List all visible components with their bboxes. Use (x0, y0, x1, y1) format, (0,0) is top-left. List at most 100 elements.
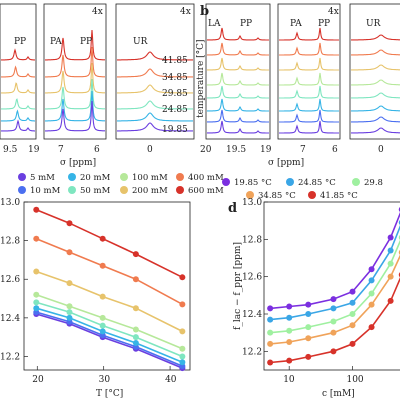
panel-b-spectrum-s3-4 (351, 92, 400, 99)
panel-c-ytick-label: 12.4 (0, 314, 20, 324)
panel-d-point-t3485-0 (267, 340, 274, 347)
panel-b-spectrum-s1-1 (207, 42, 269, 56)
panel-d-xtick-label: 10 (283, 375, 295, 385)
panel-b-spectrum-s2-4 (279, 85, 339, 99)
panel-d-ytick-label: 13.0 (242, 198, 262, 208)
panel-b-spectrum-s3-7 (351, 127, 400, 134)
panel-d-point-t3485-6 (387, 273, 394, 280)
panel-b-xtick-195: 19.5 (226, 145, 246, 155)
panel-d-point-t4185-4 (349, 340, 356, 347)
panel-c-line-100 (36, 293, 183, 350)
panel-b-spectrum-s2-6 (279, 109, 339, 123)
panel-a-spectrum-s2-1 (45, 46, 105, 78)
panel-b-spectrum-s3-0 (351, 34, 400, 41)
panel-d-point-t4185-1 (286, 357, 293, 364)
panel-c-xtick-label: 40 (165, 375, 177, 385)
legend-c-label-600: 600 mM (188, 186, 224, 196)
panel-b-spectrum-s3-1 (351, 49, 400, 56)
panel-a-spectra (1, 29, 193, 132)
panel-a-zoom-1: 4x (92, 7, 103, 17)
panel-d-point-t2985-1 (286, 327, 293, 334)
legend-c-dot-20 (68, 173, 76, 181)
panel-c-point-400-1 (66, 249, 73, 256)
panel-a-spectrum-s2-5 (45, 100, 105, 132)
panel-c-point-400-2 (99, 262, 106, 269)
panel-b-xtick-7: 7 (300, 145, 306, 155)
panel-d-frame (263, 201, 400, 371)
panel-a-spectrum-s1-5 (1, 119, 35, 132)
panel-b-xtick-6: 6 (332, 145, 338, 155)
legend-d: 19.85 °C 24.85 °C 29.8 34.85 °C 41.85 °C (222, 178, 383, 201)
panel-c-point-100-3 (132, 326, 139, 333)
panel-a-spectrum-s1-3 (1, 98, 35, 110)
panel-c-point-200-4 (179, 328, 186, 335)
panel-b-sub1-frame (205, 3, 271, 140)
panel-b-label: b (200, 4, 209, 19)
panel-d-point-t1985-3 (330, 296, 337, 303)
panel-c-point-20-4 (179, 359, 186, 366)
legend-d-label-3485: 34.85 °C (258, 191, 296, 201)
panel-d-point-t2485-6 (387, 247, 394, 254)
legend-c-label-100: 100 mM (132, 173, 168, 183)
panel-c-ytick-label: 12.2 (0, 352, 20, 362)
panel-d-point-t1985-1 (286, 303, 293, 310)
panel-b-spectrum-s3-2 (351, 64, 400, 71)
panel-a-temp-0: 41.85 (162, 56, 188, 66)
panel-d-line-t2985 (270, 239, 400, 334)
panel-c-point-50-1 (66, 309, 73, 316)
legend-c-label-400: 400 mM (188, 173, 224, 183)
panel-b-spectrum-s2-5 (279, 98, 339, 112)
panel-b-ylabel: temperature [°C] (196, 39, 206, 118)
legend-d-label-4185: 41.85 °C (320, 191, 358, 201)
panel-d-ylabel: f_lac − f_ppr [ppm] (233, 242, 243, 330)
panel-a-spectrum-s2-2 (45, 62, 105, 94)
panel-d-point-t2985-2 (305, 324, 312, 331)
panel-a-peak-pp2: PP (80, 37, 92, 47)
panel-d-ticks: 12.2 12.4 12.6 12.8 13.0 10 100 (242, 198, 364, 385)
panel-b-spectrum-s3-5 (351, 105, 400, 112)
legend-c-dot-10 (18, 186, 26, 194)
panel-a-spectrum-s3-3 (117, 100, 193, 110)
panel-b-xtick-19: 19 (260, 145, 272, 155)
panel-d-point-t2485-1 (286, 314, 293, 321)
panel-c-point-50-0 (33, 299, 40, 306)
panel-c-line-400 (35, 237, 183, 306)
panel-b-peak-ur: UR (366, 19, 381, 29)
legend-c-label-10: 10 mM (30, 186, 61, 196)
panel-d-point-t2985-4 (349, 311, 356, 317)
panel-d-point-t1985-6 (387, 234, 394, 241)
panel-c-point-600-0 (33, 206, 40, 213)
panel-b: b LA PP PA PP UR 4x temperature [°C] 20 … (196, 3, 400, 168)
legend-d-label-1985: 19.85 °C (234, 178, 272, 188)
panel-c-point-600-2 (99, 235, 106, 242)
panel-d-point-t1985-5 (368, 266, 375, 273)
panel-a-peak-ur: UR (133, 37, 148, 47)
panel-c-xlabel: T [°C] (96, 389, 123, 399)
panel-b-zoom: 4x (328, 7, 339, 17)
panel-b-spectrum-s3-3 (351, 79, 400, 86)
legend-d-dot-4185 (308, 191, 316, 199)
panel-c-point-20-2 (99, 328, 106, 335)
legend-c-label-50: 50 mM (80, 186, 111, 196)
panel-d-point-t2485-5 (368, 277, 375, 284)
panel-b-spectra (207, 27, 400, 134)
panel-d-point-t4185-6 (387, 297, 394, 304)
panel-b-spectrum-s3-6 (351, 116, 400, 123)
panel-b-spectrum-s2-0 (279, 27, 339, 41)
panel-d-point-t4185-3 (330, 348, 337, 355)
panel-c-line-50 (36, 301, 183, 358)
legend-c-dot-5 (18, 173, 26, 181)
panel-c-point-600-3 (132, 251, 139, 258)
legend-c-label-5: 5 mM (30, 173, 55, 183)
panel-b-spectrum-s1-0 (207, 27, 269, 41)
legend-c-dot-600 (176, 186, 184, 194)
panel-d-ytick-label: 12.2 (242, 347, 262, 357)
panel-c-point-50-3 (132, 334, 139, 341)
panel-d-label: d (228, 201, 237, 216)
panel-d-ytick-label: 12.6 (242, 273, 262, 283)
legend-d-dot-1985 (222, 178, 230, 186)
panel-a-sub2-frame (43, 3, 107, 140)
panel-c-point-200-3 (132, 305, 139, 312)
panel-a-spectrum-s2-0 (45, 29, 105, 61)
panel-a-temp-2: 29.85 (162, 89, 188, 99)
